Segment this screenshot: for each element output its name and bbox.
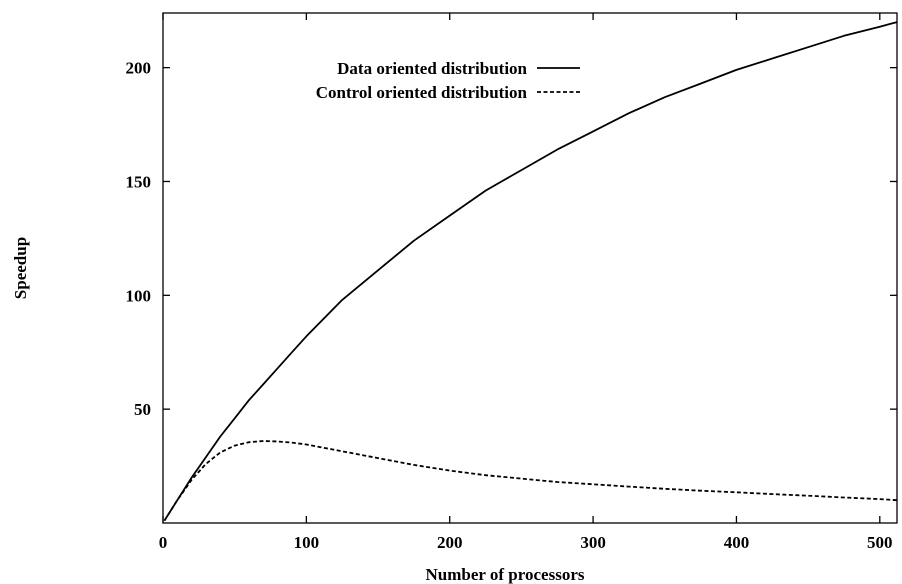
legend-label: Control oriented distribution [316,83,528,102]
x-tick-label: 0 [159,533,168,552]
control-oriented-series-line [163,440,898,522]
plot-area [162,12,898,524]
x-tick-label: 300 [580,533,606,552]
y-axis-title: Speedup [11,237,30,299]
legend: Data oriented distribution Control orient… [316,59,580,102]
x-tick-label: 500 [867,533,893,552]
y-tick-label: 150 [126,172,152,191]
series-group [163,21,898,522]
x-tick-label: 200 [437,533,463,552]
axis-ticks: 0 100 200 300 400 500 50 100 150 200 [126,13,897,552]
y-tick-label: 200 [126,59,152,78]
x-tick-label: 100 [294,533,320,552]
y-tick-label: 50 [134,400,151,419]
x-tick-label: 400 [724,533,750,552]
plot-frame [162,12,898,524]
data-oriented-series-line [163,21,898,522]
legend-label: Data oriented distribution [337,59,527,78]
y-tick-label: 100 [126,286,152,305]
x-axis-title: Number of processors [426,565,585,584]
